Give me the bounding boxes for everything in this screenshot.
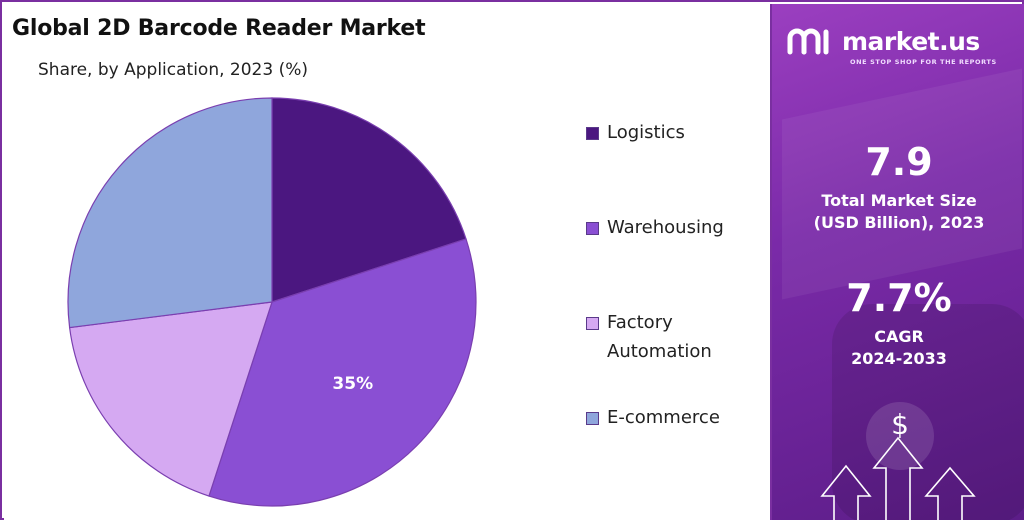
market-size-value: 7.9 <box>865 140 933 184</box>
legend-label: Factory Automation <box>607 312 712 362</box>
legend-swatch <box>586 127 599 140</box>
cagr-label: CAGR 2024-2033 <box>851 327 947 368</box>
market-size-stat: 7.9 Total Market Size (USD Billion), 202… <box>772 140 1024 234</box>
pie-chart: 35% <box>67 97 477 507</box>
legend-label: Warehousing <box>607 217 724 238</box>
pie-slice-factory-automation <box>68 301 273 497</box>
background-shape <box>832 304 1024 520</box>
legend-swatch <box>586 317 599 330</box>
brand-tagline: ONE STOP SHOP FOR THE REPORTS <box>850 58 997 66</box>
data-label: 35% <box>332 374 373 394</box>
chart-panel: Global 2D Barcode Reader Market Share, b… <box>4 4 770 520</box>
legend-swatch <box>586 222 599 235</box>
legend-item: Warehousing <box>586 217 724 242</box>
legend-swatch <box>586 412 599 425</box>
summary-panel: market.us ONE STOP SHOP FOR THE REPORTS … <box>770 4 1024 520</box>
chart-title: Global 2D Barcode Reader Market <box>12 16 426 41</box>
growth-arrows-icon: $ <box>820 402 976 520</box>
legend-label: E-commerce <box>607 407 720 428</box>
legend-item: Factory Automation <box>586 312 712 366</box>
pie-slice-logistics <box>271 97 467 303</box>
legend-label: Logistics <box>607 122 685 143</box>
cagr-stat: 7.7% CAGR 2024-2033 <box>772 276 1024 370</box>
legend-item: Logistics <box>586 122 685 147</box>
market-size-label: Total Market Size (USD Billion), 2023 <box>813 191 985 232</box>
chart-subtitle: Share, by Application, 2023 (%) <box>38 60 308 80</box>
dollar-icon: $ <box>891 408 909 441</box>
market-us-logo-icon <box>787 28 829 55</box>
pie-slice-warehousing <box>208 238 477 507</box>
pie-slice-e-commerce <box>67 97 273 329</box>
cagr-value: 7.7% <box>846 276 952 320</box>
legend-item: E-commerce <box>586 407 720 432</box>
brand-logo: market.us <box>786 26 980 56</box>
brand-name: market.us <box>842 26 980 56</box>
